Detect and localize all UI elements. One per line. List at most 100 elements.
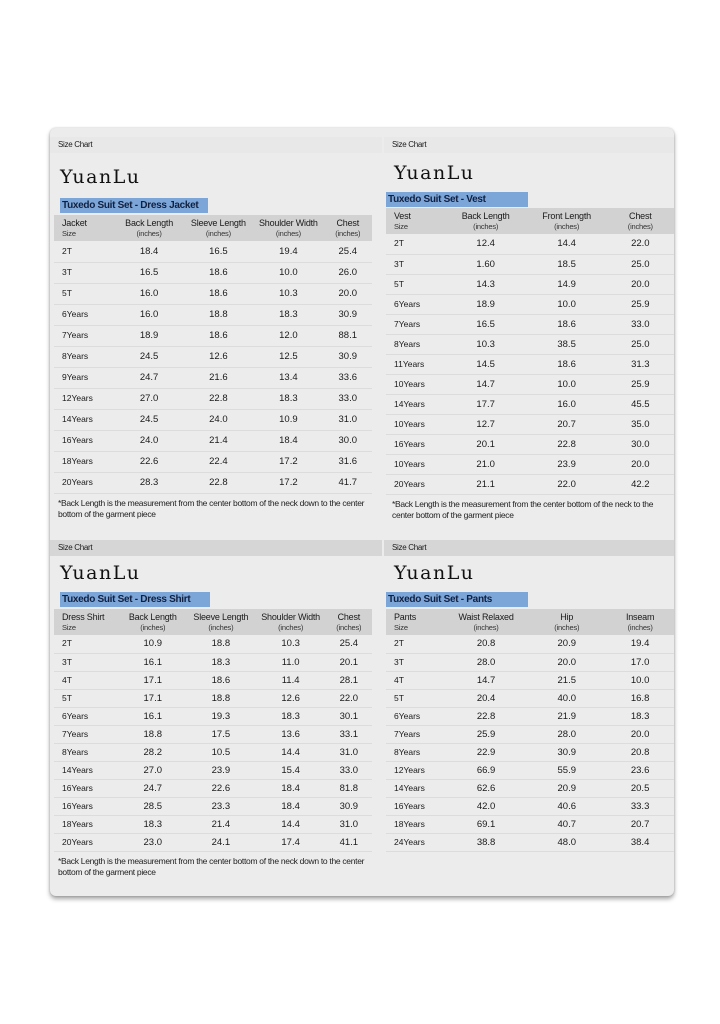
- table-row: 5T 14.3 14.9 20.0: [386, 274, 674, 295]
- table-cell: 25.4: [323, 241, 372, 263]
- table-cell: 18Years: [54, 815, 120, 834]
- table-cell: 20.0: [606, 725, 674, 744]
- table-row: 8Years 22.9 30.9 20.8: [386, 743, 674, 762]
- column-header: Dress Shirt Size: [54, 609, 120, 635]
- table-cell: 21.4: [186, 815, 256, 834]
- table-row: 18Years 69.1 40.7 20.7: [386, 815, 674, 834]
- brand-name: YuanLu: [60, 562, 141, 584]
- column-unit: (inches): [627, 222, 653, 231]
- table-cell: 10.5: [186, 743, 256, 762]
- table-cell: 28.3: [114, 472, 184, 494]
- table-cell: 18.3: [253, 388, 324, 410]
- table-cell: 17.0: [606, 653, 674, 672]
- size-chart-panel-pants: Size Chart YuanLu Tuxedo Suit Set - Pant…: [384, 532, 674, 896]
- table-cell: 40.7: [527, 815, 607, 834]
- table-cell: 22.9: [444, 743, 528, 762]
- column-title: Pants: [394, 612, 417, 622]
- table-cell: 10.3: [444, 334, 527, 355]
- column-title: Vest: [394, 211, 411, 221]
- table-cell: 33.0: [323, 388, 372, 410]
- table-cell: 22.6: [114, 451, 184, 473]
- table-cell: 2T: [54, 635, 120, 654]
- table-cell: 16.0: [526, 394, 607, 415]
- table-cell: 24.0: [183, 409, 254, 431]
- table-cell: 55.9: [527, 761, 607, 780]
- table-cell: 38.5: [526, 334, 607, 355]
- table-row: 14Years 24.5 24.0 10.9 31.0: [54, 409, 372, 431]
- product-label: Tuxedo Suit Set - Dress Shirt: [60, 592, 210, 607]
- table-cell: 14Years: [54, 761, 120, 780]
- column-title: Front Length: [542, 211, 591, 221]
- table-cell: 22.6: [186, 779, 256, 798]
- table-cell: 3T: [386, 653, 445, 672]
- table-cell: 20.1: [325, 653, 372, 672]
- table-cell: 1.60: [444, 254, 527, 275]
- table-cell: 18.6: [183, 262, 254, 284]
- table-cell: 18.5: [526, 254, 607, 275]
- table-cell: 31.3: [606, 354, 674, 375]
- table-cell: 33.0: [325, 761, 372, 780]
- table-cell: 14Years: [386, 394, 445, 415]
- table-cell: 18.6: [183, 283, 254, 305]
- table-row: 4T 17.1 18.6 11.4 28.1: [54, 671, 372, 690]
- table-row: 10Years 21.0 23.9 20.0: [386, 454, 674, 475]
- table-cell: 10Years: [386, 374, 445, 395]
- table-cell: 6Years: [54, 707, 120, 726]
- table-row: 5T 20.4 40.0 16.8: [386, 689, 674, 708]
- table-cell: 7Years: [54, 325, 115, 347]
- table-cell: 14.7: [444, 671, 528, 690]
- table-cell: 17.7: [444, 394, 527, 415]
- table-row: 4T 14.7 21.5 10.0: [386, 671, 674, 690]
- table-cell: 17.1: [119, 671, 187, 690]
- table-cell: 20.8: [444, 635, 528, 654]
- table-cell: 21.0: [444, 454, 527, 475]
- table-row: 14Years 17.7 16.0 45.5: [386, 394, 674, 415]
- column-header: Chest (inches): [323, 215, 372, 241]
- table-cell: 25.0: [606, 334, 674, 355]
- column-header: Back Length (inches): [114, 215, 184, 241]
- table-row: 2T 10.9 18.8 10.3 25.4: [54, 635, 372, 654]
- table-cell: 19.4: [606, 635, 674, 654]
- product-label: Tuxedo Suit Set - Dress Jacket: [60, 198, 208, 213]
- table-cell: 22.0: [325, 689, 372, 708]
- table-cell: 28.5: [119, 797, 187, 816]
- table-cell: 25.9: [606, 294, 674, 315]
- table-row: 2T 18.4 16.5 19.4 25.4: [54, 241, 372, 263]
- table-cell: 40.0: [527, 689, 607, 708]
- table-cell: 23.9: [526, 454, 607, 475]
- table-cell: 23.3: [186, 797, 256, 816]
- table-cell: 14.3: [444, 274, 527, 295]
- table-cell: 25.9: [444, 725, 528, 744]
- table-row: 6Years 22.8 21.9 18.3: [386, 707, 674, 726]
- column-title: Shoulder Width: [261, 612, 320, 622]
- table-cell: 20.0: [606, 454, 674, 475]
- table-cell: 26.0: [323, 262, 372, 284]
- table-row: 3T 28.0 20.0 17.0: [386, 653, 674, 672]
- table-cell: 25.9: [606, 374, 674, 395]
- table-cell: 16Years: [54, 797, 120, 816]
- table-cell: 15.4: [255, 761, 326, 780]
- table-row: 6Years 18.9 10.0 25.9: [386, 294, 674, 315]
- table-cell: 4T: [386, 671, 445, 690]
- table-cell: 10.9: [253, 409, 324, 431]
- table-cell: 33.6: [323, 367, 372, 389]
- table-row: 3T 16.5 18.6 10.0 26.0: [54, 262, 372, 284]
- column-unit: Size: [62, 623, 76, 632]
- brand-name: YuanLu: [394, 562, 475, 584]
- column-header: Jacket Size: [54, 215, 115, 241]
- table-header-row: Pants Size Waist Relaxed (inches) Hip (inches…: [386, 609, 674, 635]
- table-cell: 18.3: [253, 304, 324, 326]
- table-cell: 19.4: [253, 241, 324, 263]
- column-header: Inseam (inches): [606, 609, 674, 635]
- table-cell: 12.4: [444, 234, 527, 255]
- table-row: 8Years 10.3 38.5 25.0: [386, 334, 674, 355]
- column-header: Back Length (inches): [444, 208, 527, 234]
- product-label: Tuxedo Suit Set - Pants: [386, 592, 528, 607]
- table-cell: 24.5: [114, 346, 184, 368]
- table-row: 8Years 28.2 10.5 14.4 31.0: [54, 743, 372, 762]
- table-cell: 16Years: [386, 434, 445, 455]
- table-cell: 20.9: [527, 635, 607, 654]
- table-cell: 13.6: [255, 725, 326, 744]
- column-unit: (inches): [278, 623, 304, 632]
- table-cell: 18.3: [606, 707, 674, 726]
